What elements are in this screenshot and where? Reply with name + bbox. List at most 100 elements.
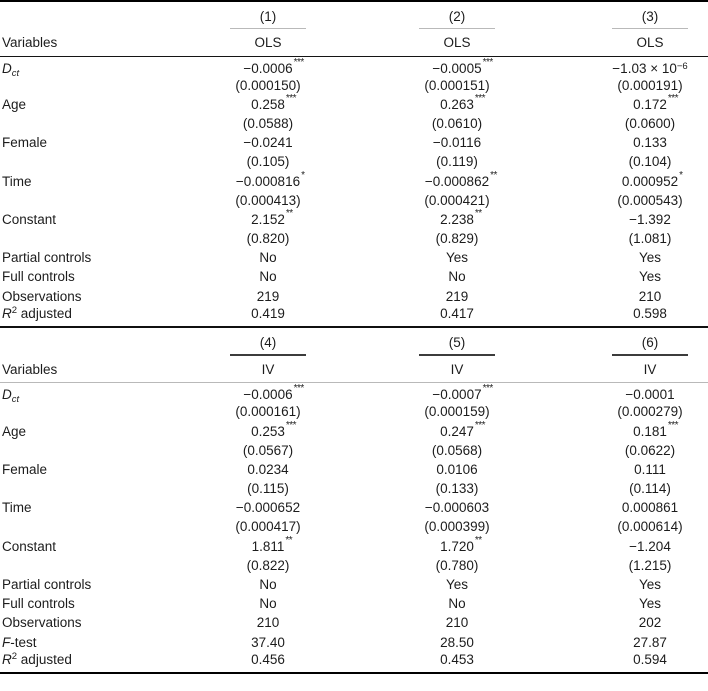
estimate-exponent: −6 [676, 60, 688, 72]
info-value: 0.594 [633, 651, 667, 667]
coefficient-value: −1.392 [629, 212, 671, 227]
coefficient-cell: 0.253 *** [172, 420, 364, 440]
coefficient-value: 0.263 *** [440, 93, 485, 112]
standard-error: (0.820) [246, 231, 290, 247]
row-label-spacer [0, 517, 172, 536]
estimate-text: 1.811 [251, 538, 285, 554]
row-label-spacer [0, 229, 172, 248]
significance-stars: *** [482, 383, 494, 395]
standard-error-cell: (0.000417) [172, 517, 364, 536]
method-label: IV [450, 361, 464, 377]
coefficient-value: 0.133 [633, 135, 667, 150]
coefficient-value: 0.181 *** [633, 420, 678, 439]
estimate-text: 0.000861 [621, 500, 679, 516]
coefficient-value: −0.0001 [625, 387, 674, 402]
info-value: 210 [445, 615, 469, 631]
coefficient-row: Female −0.0241 −0.0116 0.133 [0, 133, 708, 152]
coefficient-cell: 1.811 ** [172, 535, 364, 556]
row-label: Full controls [0, 594, 172, 613]
regression-panel-1: (1) (2) (3) Variables OLS OLS OLS Dct −0.0006 ***… [0, 0, 708, 328]
coefficient-value: 1.720 ** [440, 535, 482, 554]
coefficient-row: Dct −0.0006 *** −0.0005 *** −1.03 × 10−6 [0, 56, 708, 79]
row-label-part: adjusted [17, 305, 72, 321]
estimate-text: −1.204 [629, 538, 671, 554]
standard-error-cell: (0.0588) [172, 114, 364, 133]
coefficient-cell: 0.0106 [364, 460, 550, 479]
standard-error: (0.115) [247, 481, 289, 497]
standard-error: (0.822) [246, 557, 290, 573]
standard-error-row: (0.0588) (0.0610) (0.0600) [0, 114, 708, 133]
info-cell: Yes [550, 575, 708, 594]
standard-error-cell: (1.081) [550, 229, 708, 248]
info-cell: No [172, 248, 364, 267]
standard-error-row: (0.000150) (0.000151) (0.000191) [0, 76, 708, 95]
info-row: Observations 219 219 210 [0, 287, 708, 306]
estimate-text: 0.0106 [436, 461, 478, 477]
regression-table: (1) (2) (3) Variables OLS OLS OLS Dct −0.0006 ***… [0, 0, 708, 674]
standard-error-row: (0.105) (0.119) (0.104) [0, 152, 708, 171]
column-number: (3) [641, 9, 659, 24]
coefficient-cell: −0.0006 *** [172, 56, 364, 76]
coefficient-cell: 0.247 *** [364, 420, 550, 440]
significance-stars: *** [667, 92, 679, 104]
standard-error: (0.133) [435, 481, 479, 497]
significance-stars: *** [293, 56, 305, 68]
info-cell: 0.594 [550, 652, 708, 673]
coefficient-cell: 0.258 *** [172, 93, 364, 114]
standard-error-row: (0.115) (0.133) (0.114) [0, 479, 708, 498]
standard-error-cell: (0.000161) [172, 402, 364, 421]
coefficient-value: −1.204 [629, 539, 671, 554]
info-cell: 0.419 [172, 306, 364, 327]
row-label-part: -test [10, 634, 37, 650]
estimate-text: 0.111 [634, 461, 666, 477]
estimate-text: −0.0241 [243, 135, 293, 151]
coefficient-cell: −0.000816 * [172, 169, 364, 190]
column-number-cell: (2) [364, 1, 550, 29]
info-value: 37.40 [251, 634, 285, 650]
column-number-underline: (1) [230, 9, 306, 29]
estimate-text: −0.0001 [625, 387, 675, 403]
method-label: IV [643, 361, 657, 377]
coefficient-cell: 1.720 ** [364, 535, 550, 556]
row-label-part: D [2, 387, 12, 403]
estimate-text: 0.247 [440, 423, 474, 439]
method-label: OLS [443, 34, 471, 50]
info-cell: No [172, 594, 364, 613]
significance-stars: * [301, 169, 305, 181]
estimate-text: 0.000952 [621, 173, 679, 189]
standard-error: (0.780) [435, 557, 479, 573]
info-value: Yes [638, 269, 662, 285]
standard-error-cell: (0.000279) [550, 402, 708, 421]
standard-error: (0.0567) [242, 442, 294, 458]
column-number-cell: (5) [364, 328, 550, 356]
estimate-text: −0.000816 [235, 173, 301, 189]
row-label: Female [0, 133, 172, 152]
estimate-text: −0.0006 [243, 60, 293, 76]
row-label-part: ct [11, 394, 20, 406]
info-cell: Yes [364, 575, 550, 594]
coefficient-cell: 0.111 [550, 460, 708, 479]
coefficient-value: 0.0234 [247, 462, 288, 477]
coefficient-value: −0.0007 *** [432, 383, 493, 402]
coefficient-row: Dct −0.0006 *** −0.0007 *** −0.0001 [0, 383, 708, 406]
info-value: 202 [638, 615, 662, 631]
standard-error-cell: (0.114) [550, 479, 708, 498]
estimate-text: −0.0116 [432, 135, 482, 151]
info-cell: 27.87 [550, 633, 708, 652]
info-cell: 210 [172, 613, 364, 632]
coefficient-value: 0.253 *** [251, 420, 296, 439]
coefficient-cell: −1.204 [550, 537, 708, 556]
info-cell: Yes [550, 248, 708, 267]
standard-error: (0.000159) [424, 404, 490, 420]
estimate-text: 0.258 [251, 96, 285, 112]
coefficient-cell: −0.0001 [550, 383, 708, 402]
estimate-text: −0.0006 [243, 387, 293, 403]
significance-stars: *** [667, 419, 679, 431]
significance-stars: ** [474, 207, 482, 219]
coefficient-value: −0.000652 [236, 500, 300, 515]
row-label-part: R [2, 305, 12, 321]
row-label: Time [0, 498, 172, 517]
coefficient-cell: −1.392 [550, 210, 708, 229]
significance-stars: *** [293, 383, 305, 395]
standard-error: (0.829) [435, 231, 479, 247]
